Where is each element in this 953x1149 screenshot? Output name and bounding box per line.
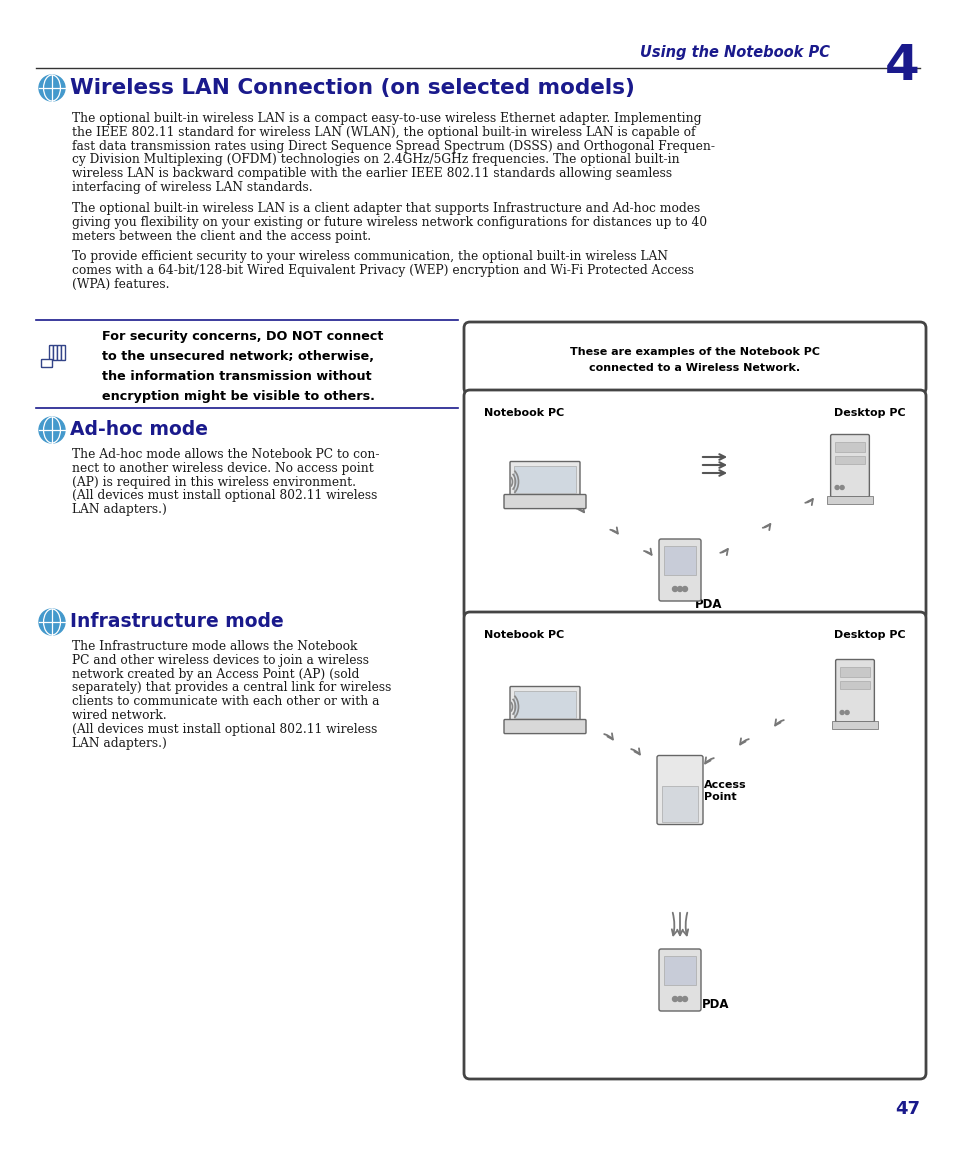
Circle shape xyxy=(39,609,65,635)
Text: Ad-hoc mode: Ad-hoc mode xyxy=(70,421,208,439)
Text: (WPA) features.: (WPA) features. xyxy=(71,278,170,291)
Circle shape xyxy=(840,486,843,489)
FancyBboxPatch shape xyxy=(503,719,585,733)
Text: PDA: PDA xyxy=(695,597,721,611)
Circle shape xyxy=(681,586,687,592)
Text: nect to another wireless device. No access point: nect to another wireless device. No acce… xyxy=(71,462,374,475)
Text: the IEEE 802.11 standard for wireless LAN (WLAN), the optional built-in wireless: the IEEE 802.11 standard for wireless LA… xyxy=(71,125,695,139)
Text: To provide efficient security to your wireless communication, the optional built: To provide efficient security to your wi… xyxy=(71,250,667,263)
FancyBboxPatch shape xyxy=(830,434,868,498)
Bar xyxy=(514,465,576,493)
Text: Notebook PC: Notebook PC xyxy=(483,408,563,418)
Text: encryption might be visible to others.: encryption might be visible to others. xyxy=(102,390,375,403)
Bar xyxy=(663,956,696,985)
Text: Wireless LAN Connection (on selected models): Wireless LAN Connection (on selected mod… xyxy=(70,78,634,98)
Text: The optional built-in wireless LAN is a compact easy-to-use wireless Ethernet ad: The optional built-in wireless LAN is a … xyxy=(71,111,700,125)
Bar xyxy=(514,691,576,717)
Text: wireless LAN is backward compatible with the earlier IEEE 802.11 standards allow: wireless LAN is backward compatible with… xyxy=(71,168,672,180)
FancyBboxPatch shape xyxy=(510,462,579,496)
Text: 47: 47 xyxy=(894,1100,919,1118)
Circle shape xyxy=(672,996,677,1002)
Bar xyxy=(840,681,869,689)
Text: The optional built-in wireless LAN is a client adapter that supports Infrastruct: The optional built-in wireless LAN is a … xyxy=(71,202,700,215)
Circle shape xyxy=(672,586,677,592)
Bar xyxy=(834,442,864,452)
Text: giving you flexibility on your existing or future wireless network configuration: giving you flexibility on your existing … xyxy=(71,216,706,229)
Text: network created by an Access Point (AP) (sold: network created by an Access Point (AP) … xyxy=(71,668,359,680)
Text: meters between the client and the access point.: meters between the client and the access… xyxy=(71,230,371,242)
FancyBboxPatch shape xyxy=(50,346,53,361)
Text: Infrastructure mode: Infrastructure mode xyxy=(70,612,283,631)
FancyBboxPatch shape xyxy=(463,390,925,620)
Text: interfacing of wireless LAN standards.: interfacing of wireless LAN standards. xyxy=(71,182,313,194)
Text: Desktop PC: Desktop PC xyxy=(834,630,905,640)
Circle shape xyxy=(844,710,848,715)
FancyBboxPatch shape xyxy=(657,756,702,825)
Text: cy Division Multiplexing (OFDM) technologies on 2.4GHz/5GHz frequencies. The opt: cy Division Multiplexing (OFDM) technolo… xyxy=(71,154,679,167)
Bar xyxy=(661,786,698,822)
Text: Access
Point: Access Point xyxy=(703,780,746,802)
Text: PDA: PDA xyxy=(701,998,729,1011)
FancyBboxPatch shape xyxy=(42,360,52,368)
FancyBboxPatch shape xyxy=(659,949,700,1011)
Text: clients to communicate with each other or with a: clients to communicate with each other o… xyxy=(71,695,379,708)
FancyBboxPatch shape xyxy=(503,494,585,509)
Text: (All devices must install optional 802.11 wireless: (All devices must install optional 802.1… xyxy=(71,489,377,502)
FancyBboxPatch shape xyxy=(57,346,61,361)
Circle shape xyxy=(840,710,843,715)
Bar xyxy=(831,720,877,728)
Text: LAN adapters.): LAN adapters.) xyxy=(71,737,167,749)
Text: Desktop PC: Desktop PC xyxy=(834,408,905,418)
Text: 4: 4 xyxy=(884,43,919,90)
Text: connected to a Wireless Network.: connected to a Wireless Network. xyxy=(589,363,800,373)
Text: (AP) is required in this wireless environment.: (AP) is required in this wireless enviro… xyxy=(71,476,355,488)
FancyBboxPatch shape xyxy=(53,346,57,361)
Circle shape xyxy=(677,586,681,592)
FancyBboxPatch shape xyxy=(463,612,925,1079)
Circle shape xyxy=(834,486,839,489)
Text: These are examples of the Notebook PC: These are examples of the Notebook PC xyxy=(569,347,820,357)
FancyBboxPatch shape xyxy=(61,346,66,361)
Circle shape xyxy=(677,996,681,1002)
FancyBboxPatch shape xyxy=(659,539,700,601)
Text: For security concerns, DO NOT connect: For security concerns, DO NOT connect xyxy=(102,330,383,344)
Text: wired network.: wired network. xyxy=(71,709,167,722)
Text: PC and other wireless devices to join a wireless: PC and other wireless devices to join a … xyxy=(71,654,369,666)
Bar xyxy=(663,546,696,574)
Text: the information transmission without: the information transmission without xyxy=(102,370,372,383)
Bar xyxy=(826,495,872,503)
Circle shape xyxy=(681,996,687,1002)
Text: to the unsecured network; otherwise,: to the unsecured network; otherwise, xyxy=(102,350,374,363)
Text: Using the Notebook PC: Using the Notebook PC xyxy=(639,45,829,60)
Text: separately) that provides a central link for wireless: separately) that provides a central link… xyxy=(71,681,391,694)
FancyBboxPatch shape xyxy=(835,660,874,722)
FancyBboxPatch shape xyxy=(510,686,579,722)
Circle shape xyxy=(39,75,65,101)
Text: Notebook PC: Notebook PC xyxy=(483,630,563,640)
Bar xyxy=(834,456,864,464)
Circle shape xyxy=(39,417,65,444)
Text: The Infrastructure mode allows the Notebook: The Infrastructure mode allows the Noteb… xyxy=(71,640,357,653)
Text: LAN adapters.): LAN adapters.) xyxy=(71,503,167,516)
Text: fast data transmission rates using Direct Sequence Spread Spectrum (DSSS) and Or: fast data transmission rates using Direc… xyxy=(71,139,714,153)
Text: comes with a 64-bit/128-bit Wired Equivalent Privacy (WEP) encryption and Wi-Fi : comes with a 64-bit/128-bit Wired Equiva… xyxy=(71,264,693,277)
Bar xyxy=(840,668,869,677)
Text: (All devices must install optional 802.11 wireless: (All devices must install optional 802.1… xyxy=(71,723,377,735)
FancyBboxPatch shape xyxy=(463,322,925,394)
Text: The Ad-hoc mode allows the Notebook PC to con-: The Ad-hoc mode allows the Notebook PC t… xyxy=(71,448,379,461)
